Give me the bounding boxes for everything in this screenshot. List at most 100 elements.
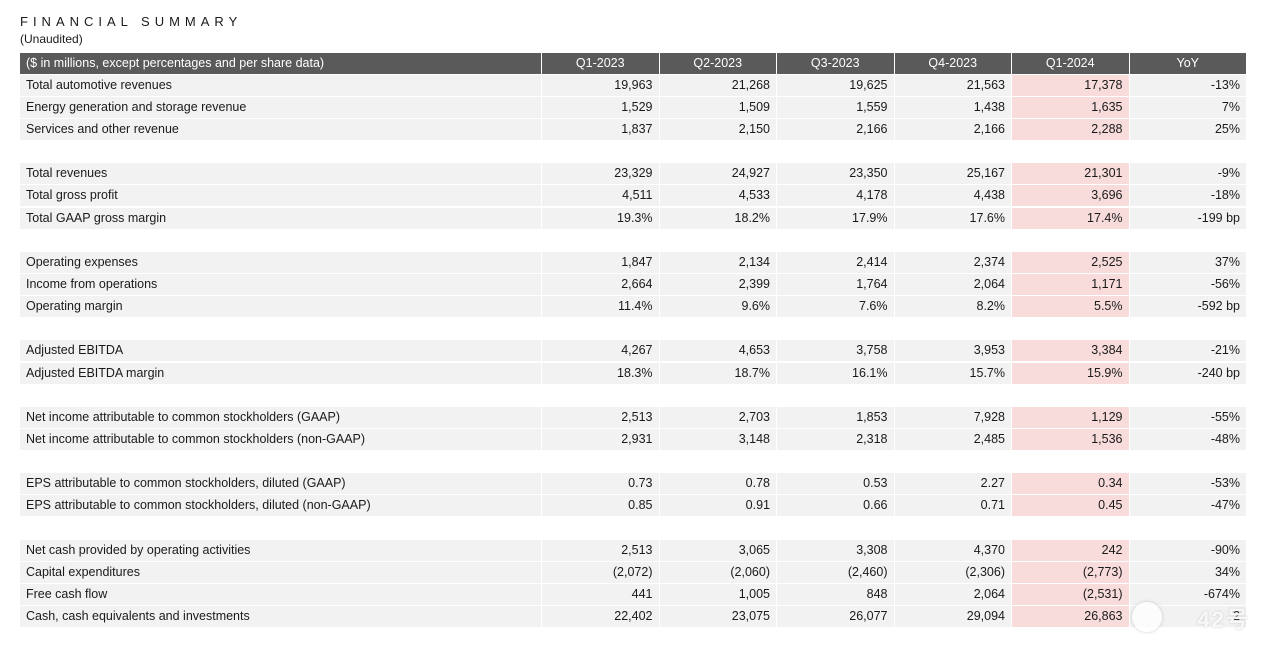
row-label: Services and other revenue: [20, 119, 541, 141]
value-yoy: -48%: [1128, 428, 1246, 450]
value-q3-2023: 16.1%: [776, 362, 894, 384]
value-yoy: -674%: [1128, 583, 1246, 605]
header-col-q2-2023: Q2-2023: [658, 52, 776, 74]
header-col-q1-2024: Q1-2024: [1011, 52, 1129, 74]
value-q3-2023: 19,625: [776, 74, 894, 96]
value-q3-2023: 2,414: [776, 251, 894, 273]
value-q4-2023: 2,166: [893, 119, 1011, 141]
value-q4-2023: 2,485: [893, 428, 1011, 450]
table-row: Net cash provided by operating activitie…: [20, 539, 1247, 561]
value-q4-2023: 2,374: [893, 251, 1011, 273]
value-q4-2023: 25,167: [893, 163, 1011, 185]
value-q1-2023: 0.73: [541, 473, 659, 495]
value-yoy: -21%: [1128, 340, 1246, 362]
value-yoy: 7%: [1128, 96, 1246, 118]
value-q2-2023: 9.6%: [658, 296, 776, 318]
value-q3-2023: 7.6%: [776, 296, 894, 318]
value-q4-2023: 2,064: [893, 274, 1011, 295]
value-q3-2023: (2,460): [776, 561, 894, 583]
value-q1-2024: 2,525: [1011, 251, 1129, 273]
row-label: Operating margin: [20, 296, 541, 318]
value-q1-2024: 2,288: [1011, 119, 1129, 141]
value-yoy: -9%: [1128, 163, 1246, 185]
row-label: Free cash flow: [20, 583, 541, 605]
value-q1-2024: (2,531): [1011, 583, 1129, 605]
value-q3-2023: 3,308: [776, 539, 894, 561]
value-q2-2023: 1,005: [658, 583, 776, 605]
table-row: Services and other revenue 1,837 2,150 2,16…: [20, 119, 1247, 141]
row-label: Total gross profit: [20, 185, 541, 207]
value-q1-2024: (2,773): [1011, 561, 1129, 583]
value-q2-2023: 1,509: [658, 96, 776, 118]
header-col-q3-2023: Q3-2023: [776, 52, 894, 74]
value-q1-2024: 26,863: [1011, 606, 1129, 628]
value-q2-2023: 0.78: [658, 473, 776, 495]
value-q3-2023: 848: [776, 583, 894, 605]
row-label: Total automotive revenues: [20, 74, 541, 96]
value-q4-2023: 3,953: [893, 340, 1011, 362]
table-row: Adjusted EBITDA 4,267 4,653 3,758 3,953 3,384…: [20, 340, 1247, 362]
value-q2-2023: 18.2%: [658, 207, 776, 229]
value-q1-2023: 441: [541, 583, 659, 605]
table-row: Operating margin 11.4% 9.6% 7.6% 8.2% 5.5% -59…: [20, 296, 1247, 318]
value-q2-2023: 2,399: [658, 274, 776, 295]
row-label: Cash, cash equivalents and investments: [20, 606, 541, 628]
row-label: Total revenues: [20, 163, 541, 185]
table-row: Net income attributable to common stockh…: [20, 406, 1247, 428]
value-yoy: -199 bp: [1128, 207, 1246, 229]
row-label: Income from operations: [20, 274, 541, 295]
group-spacer: [20, 318, 1247, 340]
value-q2-2023: (2,060): [658, 561, 776, 583]
group-spacer: [20, 451, 1247, 473]
value-q4-2023: (2,306): [893, 561, 1011, 583]
watermark: 42号: [1197, 607, 1250, 632]
value-yoy: -53%: [1128, 473, 1246, 495]
table-row: Total revenues 23,329 24,927 23,350 25,167 21…: [20, 163, 1247, 185]
value-q2-2023: 2,134: [658, 251, 776, 273]
value-q4-2023: 0.71: [893, 495, 1011, 517]
table-row: Adjusted EBITDA margin 18.3% 18.7% 16.1% 15.…: [20, 362, 1247, 384]
value-yoy: -90%: [1128, 539, 1246, 561]
value-q1-2024: 1,171: [1011, 274, 1129, 295]
value-q4-2023: 2,064: [893, 583, 1011, 605]
value-q2-2023: 4,533: [658, 185, 776, 207]
value-q4-2023: 4,370: [893, 539, 1011, 561]
value-q1-2024: 1,536: [1011, 428, 1129, 450]
value-yoy: 37%: [1128, 251, 1246, 273]
group-spacer: [20, 141, 1247, 163]
header-col-q1-2023: Q1-2023: [541, 52, 659, 74]
value-q3-2023: 26,077: [776, 606, 894, 628]
value-q3-2023: 1,559: [776, 96, 894, 118]
value-yoy: -55%: [1128, 406, 1246, 428]
value-q4-2023: 8.2%: [893, 296, 1011, 318]
value-q1-2024: 242: [1011, 539, 1129, 561]
value-q1-2023: 2,931: [541, 428, 659, 450]
value-q1-2023: (2,072): [541, 561, 659, 583]
value-q1-2024: 0.34: [1011, 473, 1129, 495]
value-q1-2023: 19.3%: [541, 207, 659, 229]
value-q2-2023: 24,927: [658, 163, 776, 185]
value-q1-2023: 1,529: [541, 96, 659, 118]
value-q3-2023: 2,166: [776, 119, 894, 141]
value-q3-2023: 1,853: [776, 406, 894, 428]
value-yoy: -47%: [1128, 495, 1246, 517]
value-q3-2023: 17.9%: [776, 207, 894, 229]
value-q1-2024: 0.45: [1011, 495, 1129, 517]
value-q4-2023: 17.6%: [893, 207, 1011, 229]
table-row: Total automotive revenues 19,963 21,268 19,…: [20, 74, 1247, 96]
row-label: EPS attributable to common stockholders,…: [20, 473, 541, 495]
value-q3-2023: 3,758: [776, 340, 894, 362]
value-q2-2023: 18.7%: [658, 362, 776, 384]
value-q3-2023: 1,764: [776, 274, 894, 295]
value-q3-2023: 2,318: [776, 428, 894, 450]
value-q3-2023: 0.53: [776, 473, 894, 495]
group-spacer: [20, 229, 1247, 251]
value-q1-2024: 3,384: [1011, 340, 1129, 362]
table-row: Total gross profit 4,511 4,533 4,178 4,438 3,…: [20, 185, 1247, 207]
value-q2-2023: 2,703: [658, 406, 776, 428]
value-q2-2023: 2,150: [658, 119, 776, 141]
value-q4-2023: 7,928: [893, 406, 1011, 428]
row-label: Net cash provided by operating activitie…: [20, 539, 541, 561]
table-header-row: ($ in millions, except percentages and p…: [20, 52, 1247, 74]
table-row: Net income attributable to common stockh…: [20, 428, 1247, 450]
